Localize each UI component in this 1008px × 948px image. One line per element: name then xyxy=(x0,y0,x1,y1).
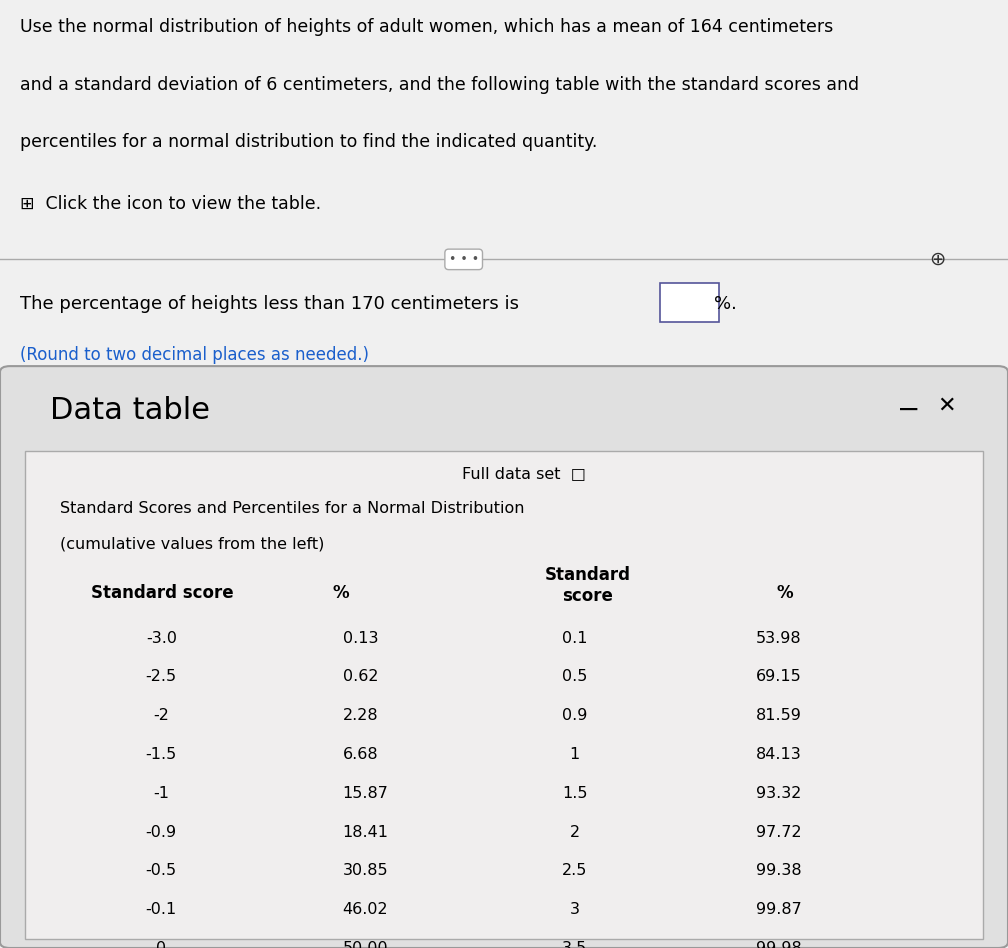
Text: percentiles for a normal distribution to find the indicated quantity.: percentiles for a normal distribution to… xyxy=(20,134,598,152)
Text: 84.13: 84.13 xyxy=(756,747,801,762)
Text: 99.87: 99.87 xyxy=(756,902,801,917)
Text: -2.5: -2.5 xyxy=(146,669,176,684)
Text: 2: 2 xyxy=(570,825,580,840)
Text: 1: 1 xyxy=(570,747,580,762)
Text: ⊞  Click the icon to view the table.: ⊞ Click the icon to view the table. xyxy=(20,194,322,212)
Text: 0.5: 0.5 xyxy=(561,669,588,684)
Text: 2.5: 2.5 xyxy=(561,864,588,879)
FancyBboxPatch shape xyxy=(660,283,719,322)
Text: 2.28: 2.28 xyxy=(343,708,378,723)
Text: -3.0: -3.0 xyxy=(146,630,176,646)
Text: 15.87: 15.87 xyxy=(343,786,389,801)
Text: • • •: • • • xyxy=(449,253,479,265)
FancyBboxPatch shape xyxy=(0,366,1008,948)
Text: -0.9: -0.9 xyxy=(146,825,176,840)
Text: %: % xyxy=(333,584,349,602)
Text: Standard score: Standard score xyxy=(91,584,233,602)
Text: 1.5: 1.5 xyxy=(561,786,588,801)
Text: 30.85: 30.85 xyxy=(343,864,388,879)
Text: 0.1: 0.1 xyxy=(561,630,588,646)
Text: 97.72: 97.72 xyxy=(756,825,801,840)
Text: 99.98: 99.98 xyxy=(756,941,801,948)
Text: Full data set  □: Full data set □ xyxy=(463,466,586,481)
Text: %: % xyxy=(776,584,792,602)
Text: -1: -1 xyxy=(153,786,169,801)
Text: 0.62: 0.62 xyxy=(343,669,378,684)
Text: 0.13: 0.13 xyxy=(343,630,378,646)
Text: (Round to two decimal places as needed.): (Round to two decimal places as needed.) xyxy=(20,346,369,364)
Text: 93.32: 93.32 xyxy=(756,786,801,801)
Text: Use the normal distribution of heights of adult women, which has a mean of 164 c: Use the normal distribution of heights o… xyxy=(20,18,834,36)
Text: -2: -2 xyxy=(153,708,169,723)
FancyBboxPatch shape xyxy=(25,451,983,939)
Text: (cumulative values from the left): (cumulative values from the left) xyxy=(60,537,325,552)
Text: 0: 0 xyxy=(156,941,166,948)
Text: 18.41: 18.41 xyxy=(343,825,389,840)
Text: 50.00: 50.00 xyxy=(343,941,388,948)
Text: 53.98: 53.98 xyxy=(756,630,801,646)
Text: 99.38: 99.38 xyxy=(756,864,801,879)
Text: Data table: Data table xyxy=(50,395,211,425)
Text: -0.1: -0.1 xyxy=(145,902,177,917)
Text: 3: 3 xyxy=(570,902,580,917)
Text: %.: %. xyxy=(714,296,737,314)
Text: and a standard deviation of 6 centimeters, and the following table with the stan: and a standard deviation of 6 centimeter… xyxy=(20,76,859,94)
Text: 6.68: 6.68 xyxy=(343,747,378,762)
Text: 0.9: 0.9 xyxy=(561,708,588,723)
Text: -1.5: -1.5 xyxy=(145,747,177,762)
Text: Standard Scores and Percentiles for a Normal Distribution: Standard Scores and Percentiles for a No… xyxy=(60,501,525,517)
Text: -0.5: -0.5 xyxy=(146,864,176,879)
Text: The percentage of heights less than 170 centimeters is: The percentage of heights less than 170 … xyxy=(20,296,519,314)
Text: ✕: ✕ xyxy=(937,395,956,415)
Text: ⊕: ⊕ xyxy=(929,250,946,269)
Text: 46.02: 46.02 xyxy=(343,902,388,917)
Text: Standard
score: Standard score xyxy=(544,566,630,605)
Text: 3.5: 3.5 xyxy=(561,941,588,948)
Text: −: − xyxy=(897,395,920,424)
Text: 81.59: 81.59 xyxy=(756,708,802,723)
Text: 69.15: 69.15 xyxy=(756,669,801,684)
